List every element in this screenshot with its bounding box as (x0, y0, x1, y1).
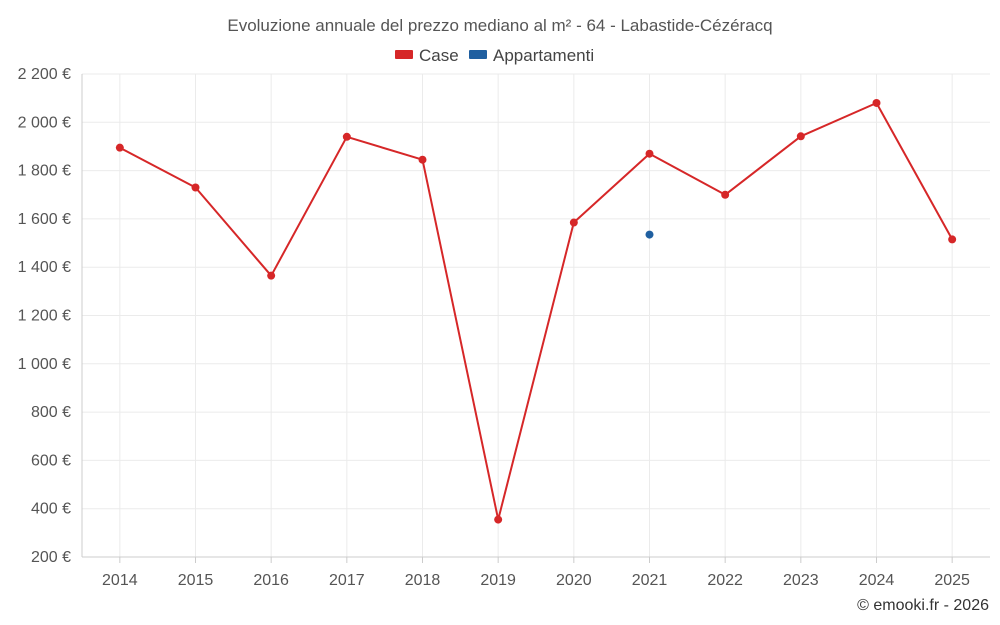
y-tick-label: 400 € (31, 501, 71, 518)
y-tick-label: 2 000 € (18, 114, 71, 131)
x-tick-label: 2017 (329, 572, 365, 589)
legend-item-case[interactable]: Case (395, 46, 459, 65)
data-point-case[interactable] (645, 149, 654, 158)
x-tick-label: 2016 (253, 572, 289, 589)
y-tick-label: 1 000 € (18, 356, 71, 373)
legend-swatch-case (395, 50, 413, 59)
x-tick-label: 2024 (859, 572, 895, 589)
data-point-case[interactable] (494, 515, 503, 524)
x-tick-label: 2025 (934, 572, 970, 589)
x-tick-label: 2019 (480, 572, 516, 589)
x-tick-label: 2015 (178, 572, 214, 589)
legend-item-appartamenti[interactable]: Appartamenti (469, 46, 594, 65)
data-point-case[interactable] (342, 132, 351, 141)
y-tick-label: 800 € (31, 404, 71, 421)
data-point-case[interactable] (569, 218, 578, 227)
x-tick-label: 2020 (556, 572, 592, 589)
y-tick-label: 1 200 € (18, 308, 71, 325)
grid (82, 73, 990, 558)
y-tick-label: 1 800 € (18, 163, 71, 180)
legend: Case Appartamenti (395, 46, 594, 65)
data-point-case[interactable] (191, 183, 200, 192)
x-axis-ticks: 2014 2015 2016 2017 2018 2019 2020 2021 2022 2023… (102, 572, 970, 589)
y-tick-label: 200 € (31, 549, 71, 566)
data-point-case[interactable] (115, 143, 124, 152)
data-point-case[interactable] (418, 155, 427, 164)
x-tick-label: 2022 (707, 572, 743, 589)
series (115, 98, 957, 524)
legend-label-appartamenti: Appartamenti (493, 46, 594, 65)
data-point-appartamenti[interactable] (645, 230, 654, 239)
data-point-case[interactable] (721, 190, 730, 199)
series-line-case (119, 102, 954, 521)
data-point-case[interactable] (872, 98, 881, 107)
data-point-case[interactable] (267, 271, 276, 280)
y-tick-label: 2 200 € (18, 66, 71, 83)
legend-swatch-appartamenti (469, 50, 487, 59)
y-tick-label: 1 600 € (18, 211, 71, 228)
y-tick-label: 600 € (31, 452, 71, 469)
x-tick-label: 2018 (405, 572, 441, 589)
x-tick-label: 2023 (783, 572, 819, 589)
y-tick-label: 1 400 € (18, 259, 71, 276)
axes (81, 74, 990, 563)
credit-text: © emooki.fr - 2026 (857, 597, 989, 614)
data-point-case[interactable] (796, 132, 805, 141)
x-tick-label: 2021 (632, 572, 668, 589)
chart-title: Evoluzione annuale del prezzo mediano al… (227, 16, 772, 35)
data-point-case[interactable] (948, 235, 957, 244)
y-axis-ticks: 200 € 400 € 600 € 800 € 1 000 € 1 200 € 1 400 … (18, 66, 71, 566)
legend-label-case: Case (419, 46, 459, 65)
x-tick-label: 2014 (102, 572, 138, 589)
